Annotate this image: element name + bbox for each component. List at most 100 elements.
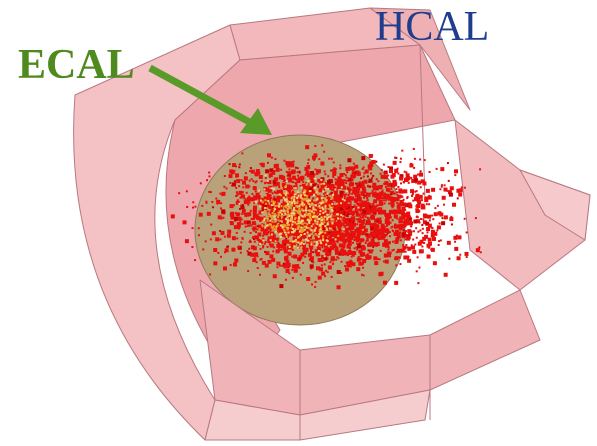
hit [320, 162, 324, 166]
hit [427, 255, 431, 259]
hit [403, 181, 405, 183]
hit [426, 227, 430, 231]
hit [279, 233, 281, 235]
hit [371, 241, 375, 245]
hit [250, 253, 254, 257]
hit [284, 224, 286, 226]
hit [405, 213, 407, 215]
hit [357, 221, 359, 223]
hit [443, 204, 445, 206]
hit [384, 192, 386, 194]
hit [357, 245, 361, 249]
hit [283, 160, 285, 162]
hit [362, 217, 364, 219]
hit [340, 191, 344, 195]
hit [417, 282, 419, 284]
hit [346, 190, 348, 192]
hit [264, 207, 266, 209]
hit [292, 277, 294, 279]
hit [389, 210, 393, 214]
hit [198, 234, 200, 236]
hit [343, 217, 345, 219]
hit [293, 230, 295, 232]
hit [453, 236, 457, 240]
hit [409, 218, 411, 220]
hit [432, 237, 436, 241]
hit [446, 190, 448, 192]
hit [183, 220, 187, 224]
hit [322, 239, 324, 241]
hit [256, 253, 258, 255]
hit [416, 216, 418, 218]
hit [237, 222, 241, 226]
hit [397, 195, 401, 199]
hit [442, 196, 446, 200]
hit [320, 179, 322, 181]
hit [235, 165, 237, 167]
hit [277, 225, 279, 227]
hit [382, 190, 384, 192]
hit [321, 207, 323, 209]
hit [382, 210, 386, 214]
hit [283, 221, 285, 223]
hit [324, 255, 326, 257]
hit [323, 197, 325, 199]
hit [331, 189, 333, 191]
hit [231, 248, 235, 252]
hit [343, 224, 345, 226]
hit [322, 235, 324, 237]
hit [265, 194, 267, 196]
hit [349, 248, 351, 250]
hit [320, 183, 322, 185]
hit [346, 228, 348, 230]
hit [414, 191, 416, 193]
hit [250, 210, 252, 212]
hit [276, 182, 280, 186]
hit [244, 231, 246, 233]
hit [444, 215, 448, 219]
hit [381, 175, 385, 179]
hit [300, 227, 302, 229]
hit [287, 178, 289, 180]
hit [286, 210, 288, 212]
hit [272, 192, 274, 194]
hit [416, 270, 418, 272]
hit [295, 205, 297, 207]
hit [397, 205, 401, 209]
hit [267, 162, 269, 164]
hit [381, 236, 385, 240]
hit [431, 215, 433, 217]
hit [400, 158, 402, 160]
hit [433, 261, 437, 265]
hit [297, 222, 299, 224]
hit [343, 201, 345, 203]
hit [305, 145, 309, 149]
hit [382, 229, 384, 231]
hit [307, 214, 309, 216]
hit [249, 222, 251, 224]
hit [354, 206, 356, 208]
hit [342, 198, 344, 200]
hit [307, 202, 309, 204]
hit [358, 202, 362, 206]
hit [341, 186, 343, 188]
hit [399, 257, 401, 259]
hit [326, 210, 328, 212]
hit [285, 185, 287, 187]
hit [307, 227, 309, 229]
hit [304, 194, 306, 196]
hit [329, 233, 331, 235]
hit [369, 154, 373, 158]
hit [331, 276, 333, 278]
hit [252, 180, 254, 182]
hit [286, 216, 288, 218]
hit [306, 242, 308, 244]
hit [296, 223, 298, 225]
hit [191, 246, 193, 248]
hit [347, 244, 349, 246]
hit [428, 203, 430, 205]
hit [419, 158, 421, 160]
hit [301, 230, 303, 232]
hit [413, 230, 415, 232]
hit [356, 249, 358, 251]
